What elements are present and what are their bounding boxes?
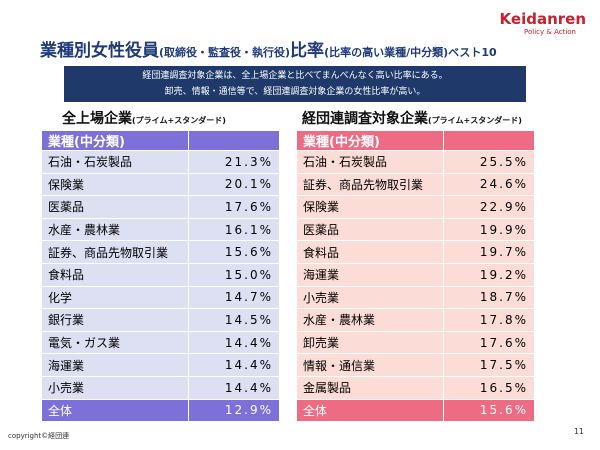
ranking-table: 業種(中分類) 石油・石炭製品 21.3% 保険業 20.1% 医薬品 17.6% 水産・農林… [41,130,280,423]
ratio-cell: 15.6% [188,240,280,264]
industry-cell: 医薬品 [41,195,189,219]
ratio-cell: 19.2% [443,262,535,287]
industry-cell: 水産・農林業 [41,217,189,242]
title-main: 業種別女性役員 [40,41,159,61]
logo-tagline: Policy & Action [524,28,576,36]
industry-cell: 水産・農林業 [296,308,444,332]
header-cell: 業種(中分類) [41,130,189,151]
header-cell [443,130,535,151]
industry-cell: 小売業 [296,285,444,310]
note-line: 経団連調査対象企業は、全上場企業と比べてまんべんなく高い比率にある。 [142,71,448,81]
industry-cell: 石油・石炭製品 [41,150,189,174]
ratio-cell: 19.7% [443,240,535,264]
table-row: 医薬品 17.6% [41,195,280,219]
table-row: 海運業 19.2% [296,262,535,287]
ratio-cell: 14.4% [188,353,280,377]
total-label: 全体 [296,398,444,423]
title-sub: (比率の高い業種/中分類)ベスト10 [324,46,497,59]
ratio-cell: 19.9% [443,217,535,242]
header-row: 業種(中分類) [296,130,535,151]
industry-cell: 小売業 [41,375,189,400]
table-row: 石油・石炭製品 21.3% [41,150,280,174]
title-main2: 比率 [290,41,325,61]
industry-cell: 電気・ガス業 [41,330,189,355]
ratio-cell: 16.5% [443,375,535,400]
ranking-table: 業種(中分類) 石油・石炭製品 25.5% 証券、商品先物取引業 24.6% 保険業 22.… [296,130,535,423]
industry-cell: 保険業 [296,195,444,219]
table-heading: 経団連調査対象企業(プライム+スタンダード) [302,108,522,128]
note-box: 経団連調査対象企業は、全上場企業と比べてまんべんなく高い比率にある。 卸売、情報・… [64,66,526,102]
header-cell [188,130,280,151]
table-row: 証券、商品先物取引業 15.6% [41,240,280,264]
ratio-cell: 21.3% [188,150,280,174]
total-row: 全体 15.6% [296,398,535,423]
table-row: 電気・ガス業 14.4% [41,330,280,355]
copyright: copyright©経団連 [8,432,70,440]
table-row: 水産・農林業 17.8% [296,308,535,332]
total-value: 15.6% [443,398,535,423]
total-value: 12.9% [188,398,280,423]
ratio-cell: 17.6% [188,195,280,219]
table-row: 海運業 14.4% [41,353,280,377]
ratio-cell: 17.5% [443,353,535,377]
ratio-cell: 14.4% [188,330,280,355]
logo: Keidanren [499,10,586,28]
ratio-cell: 14.5% [188,308,280,332]
industry-cell: 情報・通信業 [296,353,444,377]
heading-sub: (プライム+スタンダード) [132,116,226,125]
ratio-cell: 22.9% [443,195,535,219]
industry-cell: 石油・石炭製品 [296,150,444,174]
header-row: 業種(中分類) [41,130,280,151]
total-row: 全体 12.9% [41,398,280,423]
table-row: 情報・通信業 17.5% [296,353,535,377]
ratio-cell: 17.8% [443,308,535,332]
ratio-cell: 24.6% [443,172,535,197]
title: 業種別女性役員(取締役・監査役・執行役)比率(比率の高い業種/中分類)ベスト10 [40,36,497,61]
table-row: 銀行業 14.5% [41,308,280,332]
table-row: 水産・農林業 16.1% [41,217,280,242]
table-row: 小売業 14.4% [41,375,280,400]
table-row: 小売業 18.7% [296,285,535,310]
table-row: 卸売業 17.6% [296,330,535,355]
industry-cell: 化学 [41,285,189,310]
industry-cell: 海運業 [41,353,189,377]
table-row: 金属製品 16.5% [296,375,535,400]
ratio-cell: 17.6% [443,330,535,355]
ratio-cell: 14.7% [188,285,280,310]
table-row: 食料品 15.0% [41,262,280,287]
title-paren: (取締役・監査役・執行役) [159,46,291,59]
ratio-cell: 14.4% [188,375,280,400]
total-label: 全体 [41,398,189,423]
table-row: 保険業 20.1% [41,172,280,197]
table-heading: 全上場企業(プライム+スタンダード) [62,108,226,128]
industry-cell: 海運業 [296,262,444,287]
industry-cell: 証券、商品先物取引業 [41,240,189,264]
industry-cell: 医薬品 [296,217,444,242]
industry-cell: 卸売業 [296,330,444,355]
industry-cell: 銀行業 [41,308,189,332]
table-row: 石油・石炭製品 25.5% [296,150,535,174]
header-cell: 業種(中分類) [296,130,444,151]
table-row: 医薬品 19.9% [296,217,535,242]
ratio-cell: 15.0% [188,262,280,287]
heading-main: 経団連調査対象企業 [302,111,428,127]
industry-cell: 食料品 [41,262,189,287]
table-row: 保険業 22.9% [296,195,535,219]
ratio-cell: 25.5% [443,150,535,174]
heading-main: 全上場企業 [62,111,132,127]
table-row: 化学 14.7% [41,285,280,310]
heading-sub: (プライム+スタンダード) [428,116,522,125]
ratio-cell: 18.7% [443,285,535,310]
industry-cell: 食料品 [296,240,444,264]
industry-cell: 保険業 [41,172,189,197]
ratio-cell: 16.1% [188,217,280,242]
note-line: 卸売、情報・通信等で、経団連調査対象企業の女性比率が高い。 [164,87,426,97]
table-row: 食料品 19.7% [296,240,535,264]
page-number: 11 [573,427,584,436]
industry-cell: 金属製品 [296,375,444,400]
industry-cell: 証券、商品先物取引業 [296,172,444,197]
ratio-cell: 20.1% [188,172,280,197]
table-row: 証券、商品先物取引業 24.6% [296,172,535,197]
